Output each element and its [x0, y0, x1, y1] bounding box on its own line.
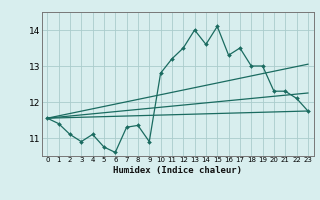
X-axis label: Humidex (Indice chaleur): Humidex (Indice chaleur): [113, 166, 242, 175]
